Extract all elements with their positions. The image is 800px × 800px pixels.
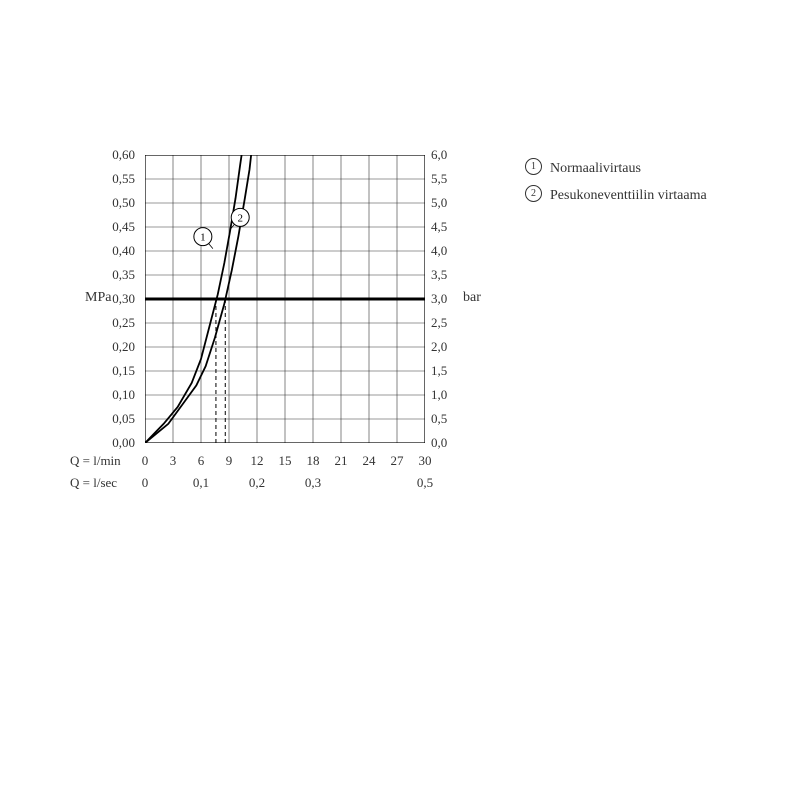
- y-left-tick: 0,45: [95, 219, 135, 235]
- figure-container: 12 MPa bar Q = l/min Q = l/sec 0,000,050…: [0, 0, 800, 800]
- legend-text-2: Pesukoneventtiilin virtaama: [550, 185, 707, 206]
- legend-item-1: 1 Normaalivirtaus: [525, 158, 707, 179]
- x-lmin-tick: 24: [359, 453, 379, 469]
- y-left-tick: 0,15: [95, 363, 135, 379]
- y-left-tick: 0,00: [95, 435, 135, 451]
- chart-area: 12 MPa bar Q = l/min Q = l/sec 0,000,050…: [145, 155, 425, 443]
- x-axis-lsec-title: Q = l/sec: [70, 475, 117, 491]
- x-lmin-tick: 9: [219, 453, 239, 469]
- y-left-tick: 0,10: [95, 387, 135, 403]
- y-left-tick: 0,55: [95, 171, 135, 187]
- legend-item-2: 2 Pesukoneventtiilin virtaama: [525, 185, 707, 206]
- y-right-tick: 2,0: [431, 339, 471, 355]
- y-right-tick: 0,0: [431, 435, 471, 451]
- x-lsec-tick: 0,2: [243, 475, 271, 491]
- x-lsec-tick: 0,3: [299, 475, 327, 491]
- y-right-tick: 5,5: [431, 171, 471, 187]
- x-lsec-tick: 0,1: [187, 475, 215, 491]
- x-lmin-tick: 18: [303, 453, 323, 469]
- x-lmin-tick: 0: [135, 453, 155, 469]
- y-left-tick: 0,40: [95, 243, 135, 259]
- y-left-tick: 0,30: [95, 291, 135, 307]
- y-right-tick: 1,0: [431, 387, 471, 403]
- chart-svg: 12: [145, 155, 425, 443]
- svg-text:2: 2: [237, 212, 243, 224]
- x-lmin-tick: 15: [275, 453, 295, 469]
- y-right-tick: 3,0: [431, 291, 471, 307]
- x-lmin-tick: 3: [163, 453, 183, 469]
- y-right-tick: 4,0: [431, 243, 471, 259]
- x-lmin-tick: 27: [387, 453, 407, 469]
- legend: 1 Normaalivirtaus 2 Pesukoneventtiilin v…: [525, 158, 707, 212]
- y-left-tick: 0,35: [95, 267, 135, 283]
- x-lmin-tick: 21: [331, 453, 351, 469]
- y-left-tick: 0,25: [95, 315, 135, 331]
- legend-marker-1: 1: [525, 158, 542, 175]
- y-right-tick: 1,5: [431, 363, 471, 379]
- legend-marker-2: 2: [525, 185, 542, 202]
- y-right-tick: 2,5: [431, 315, 471, 331]
- y-right-tick: 5,0: [431, 195, 471, 211]
- y-right-tick: 6,0: [431, 147, 471, 163]
- svg-text:1: 1: [200, 232, 206, 244]
- x-lmin-tick: 6: [191, 453, 211, 469]
- x-axis-lmin-title: Q = l/min: [70, 453, 121, 469]
- y-left-tick: 0,50: [95, 195, 135, 211]
- y-right-tick: 0,5: [431, 411, 471, 427]
- x-lmin-tick: 12: [247, 453, 267, 469]
- y-right-tick: 4,5: [431, 219, 471, 235]
- legend-text-1: Normaalivirtaus: [550, 158, 641, 179]
- y-left-tick: 0,20: [95, 339, 135, 355]
- x-lsec-tick: 0: [131, 475, 159, 491]
- x-lsec-tick: 0,5: [411, 475, 439, 491]
- y-left-tick: 0,60: [95, 147, 135, 163]
- y-right-tick: 3,5: [431, 267, 471, 283]
- y-left-tick: 0,05: [95, 411, 135, 427]
- x-lmin-tick: 30: [415, 453, 435, 469]
